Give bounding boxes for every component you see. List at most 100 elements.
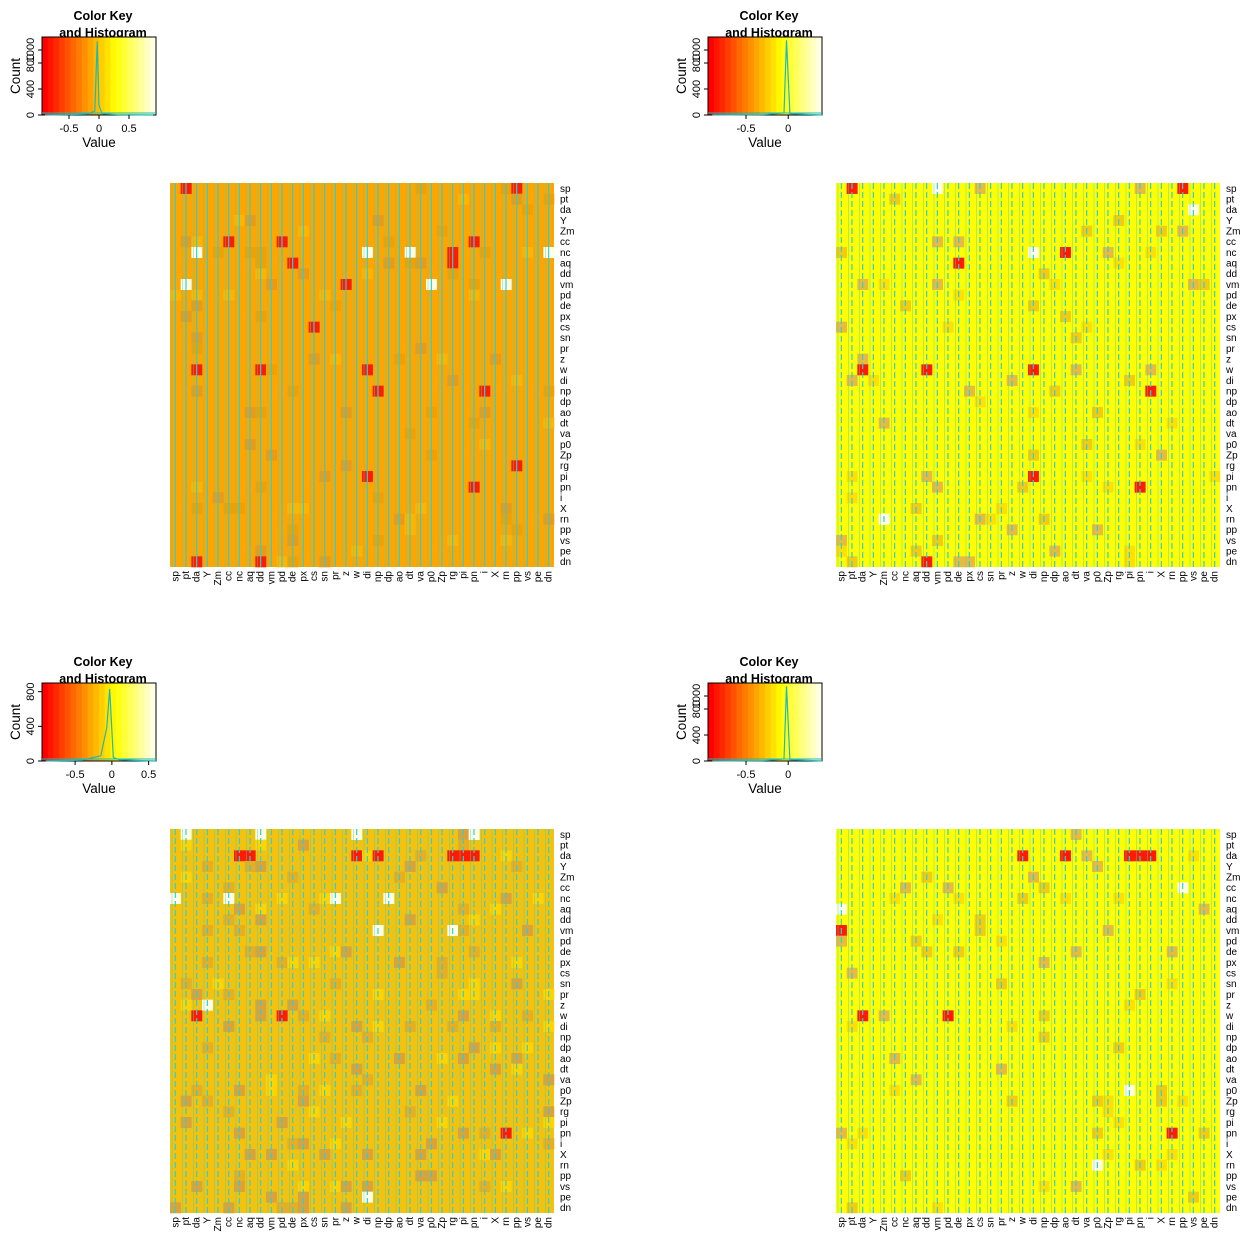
heatmap-row-label: pp	[560, 1171, 572, 1182]
heatmap-col-label: va	[416, 571, 427, 582]
heatmap-cell	[436, 957, 448, 968]
heatmap-col-label: p0	[1092, 571, 1103, 583]
key-gradient-cell	[804, 683, 812, 761]
key-gradient-cell	[93, 683, 100, 761]
key-gradient-cell	[816, 37, 823, 115]
heatmap-col-label: aq	[245, 1217, 256, 1228]
key-gradient-cell	[133, 37, 140, 115]
heatmap-cell	[298, 1181, 309, 1192]
key-x-tick-label: -0.5	[737, 123, 756, 135]
heatmap-col-label: dn	[1210, 571, 1221, 582]
key-gradient-cell	[64, 683, 71, 761]
heatmap-cell	[1006, 1021, 1018, 1032]
heatmap-cell	[543, 1021, 555, 1032]
heatmap-col-label: cs	[975, 571, 986, 581]
heatmap-row-label: z	[1226, 355, 1231, 366]
heatmap-row-label: Zp	[1226, 451, 1238, 462]
key-histogram	[712, 40, 823, 116]
heatmap-row-label: rn	[560, 515, 569, 526]
heatmap-row-label: pp	[560, 525, 572, 536]
heatmap-row-label: dt	[560, 419, 569, 430]
heatmap-row-label: X	[1226, 504, 1233, 515]
heatmap-col-label: da	[858, 571, 869, 583]
heatmap-row-label: ao	[560, 408, 572, 419]
heatmap-row-label: dd	[560, 915, 571, 926]
heatmap-row-label: sp	[1226, 830, 1237, 841]
heatmap-col-label: i	[1146, 1217, 1157, 1219]
heatmap-row-label: rg	[1226, 1107, 1235, 1118]
heatmap-cell	[857, 1010, 869, 1022]
heatmap-col-label: X	[490, 1217, 501, 1224]
heatmap-col-label: i	[480, 571, 491, 573]
key-y-tick-label: 1000	[25, 38, 37, 62]
key-y-tick-label: 800	[691, 700, 703, 718]
heatmap-col-label: va	[416, 1217, 427, 1228]
key-gradient-cell	[144, 37, 151, 115]
heatmap-cell	[1060, 311, 1071, 322]
heatmap-cell	[1060, 247, 1071, 258]
key-gradient-cell	[76, 683, 83, 761]
heatmap-col-label: dd	[922, 571, 933, 582]
heatmap-row-label: rn	[1226, 1161, 1235, 1172]
heatmap-col-label: dd	[256, 1217, 267, 1228]
heatmap-col-label: w	[352, 1216, 363, 1225]
heatmap-row-label: pi	[1226, 472, 1234, 483]
heatmap-col-label: ao	[1060, 1217, 1071, 1229]
heatmap-col-label: vm	[266, 1217, 277, 1230]
heatmap-row-label: pi	[1226, 1118, 1234, 1129]
key-title: Color Key	[739, 655, 798, 669]
key-title: Color Key	[73, 655, 132, 669]
heatmap-cell	[191, 1181, 203, 1192]
heatmap-col-label: px	[298, 1217, 309, 1228]
heatmap-cell	[1038, 1181, 1050, 1192]
heatmap-col-label: p0	[426, 1217, 437, 1229]
heatmap-col-label: sn	[986, 1217, 997, 1228]
key-x-tick-label: -0.5	[66, 769, 85, 781]
heatmap-row-label: sn	[1226, 979, 1237, 990]
heatmap-row-label: sp	[560, 830, 571, 841]
heatmap-row-label: rn	[560, 1161, 569, 1172]
heatmap-col-label: pp	[512, 571, 523, 583]
heatmap-row-label: z	[560, 355, 565, 366]
heatmap-col-label: pn	[1135, 571, 1146, 582]
heatmap-col-label: w	[1018, 1216, 1029, 1225]
heatmap-col-label: Zp	[1103, 571, 1114, 583]
key-frame	[41, 682, 157, 762]
heatmap-cell	[308, 957, 320, 968]
heatmap-col-label: i	[480, 1217, 491, 1219]
heatmap-row-label: pn	[560, 483, 571, 494]
heatmap-cell	[415, 850, 427, 862]
heatmap-col-label: pe	[533, 1217, 544, 1229]
key-gradient-cell	[736, 37, 743, 115]
key-gradient-cell	[753, 37, 760, 115]
heatmap-cell	[490, 1021, 501, 1032]
heatmap-cell	[1113, 257, 1125, 269]
heatmap-cell	[298, 1191, 309, 1203]
heatmap-cell	[458, 1010, 469, 1022]
heatmap-row-label: pe	[1226, 1193, 1238, 1204]
heatmap-row-label: cs	[560, 323, 570, 334]
key-y-tick-label: 0	[25, 112, 37, 118]
key-gradient-cell	[736, 683, 743, 761]
heatmap-col-label: aq	[245, 571, 256, 582]
key-gradient-cell	[787, 683, 794, 761]
heatmap-cell	[276, 957, 288, 968]
heatmap-col-label: Zp	[1103, 1217, 1114, 1229]
key-gradient-cell	[87, 683, 94, 761]
key-gradient-cell	[53, 37, 60, 115]
heatmap-row-label: w	[1225, 365, 1234, 376]
key-gradient-cell	[127, 37, 134, 115]
heatmap-cell	[447, 1021, 459, 1032]
heatmap-row-label: rn	[1226, 515, 1235, 526]
heatmap-row-label: da	[1226, 205, 1238, 216]
heatmap-col-label: sn	[320, 571, 331, 582]
heatmap-col-label: nc	[900, 571, 911, 582]
heatmap-col-label: cc	[224, 571, 235, 581]
heatmap-row-label: da	[560, 205, 572, 216]
heatmap-cell	[372, 1021, 384, 1032]
heatmap-cell	[458, 903, 469, 915]
heatmap-cell	[836, 545, 847, 557]
heatmap-cell	[266, 1191, 277, 1203]
key-gradient-cell	[713, 37, 720, 115]
